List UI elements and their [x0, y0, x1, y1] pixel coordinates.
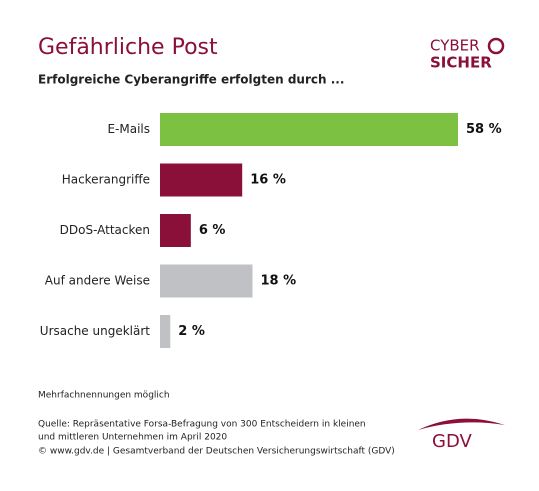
category-label: DDoS-Attacken — [60, 223, 150, 237]
bar — [160, 315, 171, 348]
source: © www.gdv.de | Gesamtverband der Deutsch… — [38, 447, 395, 457]
category-label: E-Mails — [107, 122, 150, 136]
bar — [160, 214, 191, 247]
bar — [160, 163, 243, 197]
logo-text: CYBER — [430, 37, 480, 55]
value-label: 2 % — [178, 324, 205, 339]
chart-subtitle: Erfolgreiche Cyberangriffe erfolgten dur… — [38, 73, 344, 87]
value-label: 6 % — [199, 223, 226, 238]
gdv-logo: GDV — [432, 431, 472, 452]
chart-title: Gefährliche Post — [38, 35, 218, 60]
value-label: 18 % — [260, 274, 296, 289]
source: Quelle: Repräsentative Forsa-Befragung v… — [38, 420, 366, 430]
note: Mehrfachnennungen möglich — [38, 391, 170, 401]
gdv-swoosh — [418, 418, 505, 430]
category-label: Auf andere Weise — [45, 274, 150, 288]
category-label: Ursache ungeklärt — [40, 324, 151, 338]
source: und mittleren Unternehmen im April 2020 — [38, 433, 227, 443]
bar — [160, 264, 253, 298]
bar — [160, 113, 458, 146]
logo-text: SICHER — [430, 54, 492, 72]
value-label: 58 % — [466, 122, 502, 137]
category-label: Hackerangriffe — [62, 173, 150, 187]
value-label: 16 % — [250, 173, 286, 188]
logo-icon — [487, 37, 505, 55]
